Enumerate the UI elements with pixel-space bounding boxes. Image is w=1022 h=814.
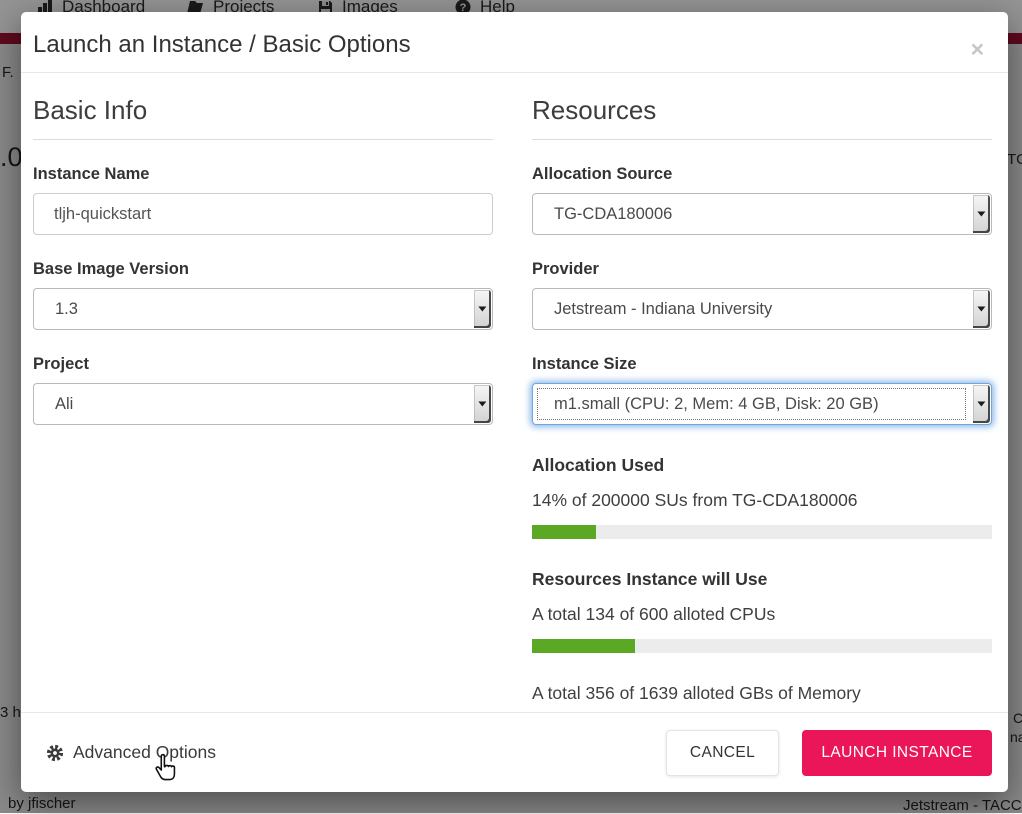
select-value: 1.3: [55, 300, 78, 318]
background-text-fragment: .0: [0, 142, 23, 172]
chevron-down-icon: [474, 290, 491, 328]
instance-name-input[interactable]: [33, 193, 493, 235]
allocation-used-text: 14% of 200000 SUs from TG-CDA180006: [532, 490, 858, 510]
launch-instance-modal: Launch an Instance / Basic Options × Bas…: [21, 12, 1008, 792]
bar-chart-icon: [38, 0, 52, 14]
cancel-button[interactable]: CANCEL: [666, 729, 779, 776]
background-text-fragment: TG: [1007, 151, 1022, 168]
progress-fill: [532, 639, 635, 653]
advanced-options-label: Advanced Options: [73, 742, 217, 762]
help-circle-icon: ?: [455, 0, 471, 15]
background-text-fragment: C: [1013, 710, 1022, 726]
instance-size-label: Instance Size: [532, 355, 637, 373]
folder-icon: [187, 0, 203, 14]
resources-usage-heading: Resources Instance will Use: [532, 569, 768, 589]
chevron-down-icon: [973, 385, 990, 423]
chevron-down-icon: [973, 290, 990, 328]
gear-icon: [46, 744, 64, 761]
chevron-down-icon: [474, 385, 491, 423]
provider-label: Provider: [532, 260, 599, 278]
advanced-options-link[interactable]: Advanced Options: [46, 742, 216, 763]
modal-footer: Advanced Options CANCEL LAUNCH INSTANCE: [21, 712, 1008, 792]
select-value: Ali: [55, 395, 74, 413]
launch-instance-button[interactable]: LAUNCH INSTANCE: [802, 729, 992, 776]
base-image-version-label: Base Image Version: [33, 260, 189, 278]
floppy-icon: [319, 0, 332, 14]
progress-fill: [532, 525, 597, 539]
resources-heading: Resources: [532, 95, 992, 140]
basic-info-heading: Basic Info: [33, 95, 493, 140]
chevron-down-icon: [973, 195, 990, 233]
base-image-version-select[interactable]: 1.3: [33, 288, 493, 330]
modal-title: Launch an Instance / Basic Options: [33, 31, 411, 58]
svg-text:?: ?: [460, 2, 467, 14]
select-value: Jetstream - Indiana University: [554, 300, 773, 318]
allocation-source-select[interactable]: TG-CDA180006: [532, 193, 992, 235]
project-label: Project: [33, 355, 89, 373]
resources-column: Resources Allocation Source TG-CDA180006…: [532, 73, 992, 712]
memory-usage-text: A total 356 of 1639 alloted GBs of Memor…: [532, 683, 861, 703]
cpu-usage-text: A total 134 of 600 alloted CPUs: [532, 604, 776, 624]
modal-body: Basic Info Instance Name Base Image Vers…: [21, 73, 1008, 712]
basic-info-column: Basic Info Instance Name Base Image Vers…: [33, 73, 493, 712]
background-text-fragment: Jetstream - TACC: [903, 797, 1022, 814]
background-text-fragment: na: [1010, 729, 1022, 745]
background-text-fragment: by jfischer: [8, 795, 76, 812]
instance-size-select[interactable]: m1.small (CPU: 2, Mem: 4 GB, Disk: 20 GB…: [532, 383, 992, 425]
allocation-source-label: Allocation Source: [532, 165, 673, 183]
allocation-used-heading: Allocation Used: [532, 455, 665, 475]
background-text-fragment: F.: [2, 64, 14, 81]
hand-cursor-icon: [155, 753, 176, 781]
allocation-used-progressbar: [532, 525, 992, 539]
provider-select[interactable]: Jetstream - Indiana University: [532, 288, 992, 330]
select-value: TG-CDA180006: [554, 205, 673, 223]
close-icon[interactable]: ×: [970, 36, 984, 62]
cpu-usage-progressbar: [532, 639, 992, 653]
background-text-fragment: 3 h: [0, 704, 21, 721]
project-select[interactable]: Ali: [33, 383, 493, 425]
modal-header: Launch an Instance / Basic Options ×: [21, 12, 1008, 73]
select-value: m1.small (CPU: 2, Mem: 4 GB, Disk: 20 GB…: [537, 388, 966, 420]
instance-name-label: Instance Name: [33, 165, 150, 183]
